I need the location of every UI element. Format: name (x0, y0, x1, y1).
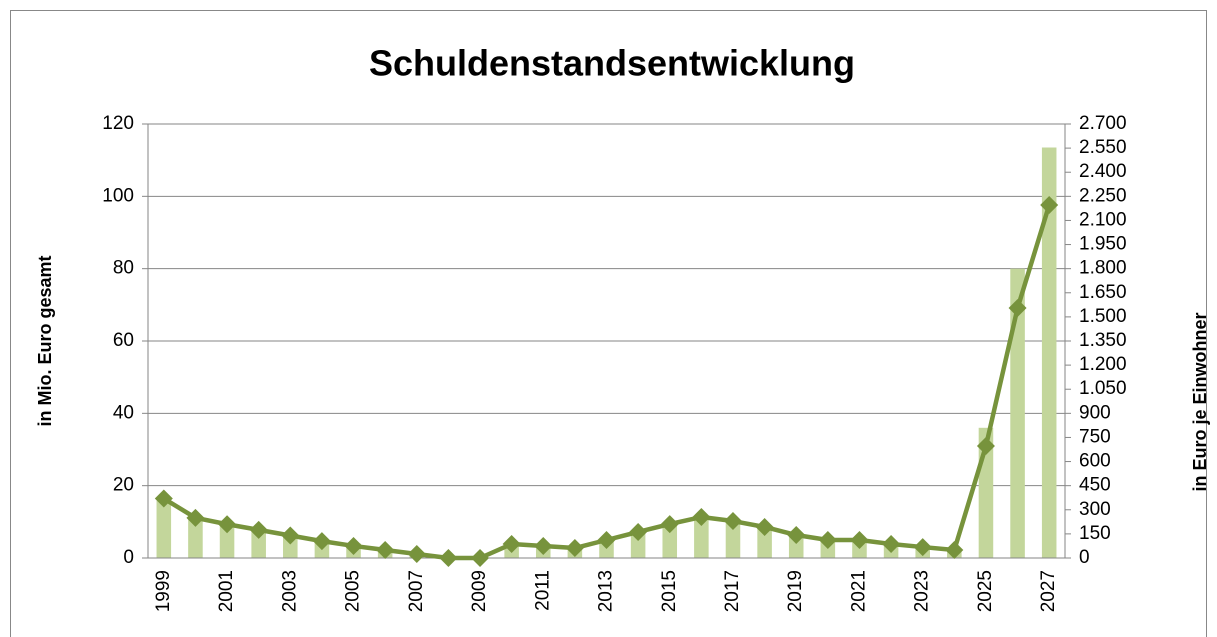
y-tick-label: 0 (123, 547, 134, 568)
line-marker (945, 540, 964, 559)
y2-tick-label: 0 (1079, 547, 1090, 568)
x-tick-label: 2019 (785, 570, 806, 612)
bar (694, 518, 709, 558)
y2-tick-label: 2.550 (1079, 137, 1127, 158)
line-marker (597, 530, 616, 549)
y-tick-label: 100 (102, 185, 134, 206)
bar (1041, 147, 1057, 558)
line-marker (471, 549, 490, 567)
line-marker (534, 536, 553, 555)
line-marker (976, 436, 995, 455)
y-axis-title: in Mio. Euro gesamt (35, 255, 55, 426)
line-marker (1008, 299, 1027, 318)
y2-tick-label: 1.500 (1079, 306, 1127, 327)
bar (156, 500, 172, 558)
y-tick-label: 40 (113, 402, 134, 423)
line-marker (850, 530, 869, 549)
x-tick-label: 2015 (659, 570, 680, 612)
bar (188, 518, 203, 558)
y2-axis-title: in Euro je Einwohner (1190, 312, 1210, 491)
y-tick-label: 20 (113, 475, 134, 496)
y2-tick-label: 900 (1079, 402, 1111, 423)
y2-tick-label: 1.650 (1079, 282, 1127, 303)
line-marker (1040, 196, 1059, 215)
y2-tick-label: 750 (1079, 426, 1111, 447)
y-tick-label: 80 (113, 258, 134, 279)
y2-tick-label: 2.100 (1079, 209, 1127, 230)
chart-border (10, 10, 1207, 637)
line-marker (154, 489, 173, 508)
y2-tick-label: 1.050 (1079, 378, 1127, 399)
line-marker (660, 515, 679, 534)
bar (251, 529, 266, 558)
line-marker (249, 520, 268, 539)
bar (630, 532, 646, 558)
line-marker (818, 530, 837, 549)
x-tick-label: 1999 (153, 570, 174, 612)
bar (219, 523, 235, 558)
bar (757, 527, 772, 558)
y2-tick-label: 450 (1079, 475, 1111, 496)
x-tick-label: 2013 (596, 570, 617, 612)
line-marker (186, 508, 205, 527)
bar (725, 521, 741, 558)
chart-title: Schuldenstandsentwicklung (369, 43, 855, 84)
x-tick-label: 2001 (216, 570, 237, 612)
line-marker (344, 536, 363, 555)
y2-tick-label: 300 (1079, 499, 1111, 520)
line-marker (723, 512, 742, 531)
line-marker (218, 515, 237, 534)
x-tick-label: 2027 (1038, 570, 1059, 612)
line-marker (913, 538, 932, 557)
y2-tick-label: 2.250 (1079, 185, 1127, 206)
x-tick-label: 2007 (406, 570, 427, 612)
x-tick-label: 2005 (343, 570, 364, 612)
x-tick-label: 2023 (912, 570, 933, 612)
line-marker (407, 544, 426, 563)
y2-tick-label: 1.950 (1079, 234, 1127, 255)
line-marker (281, 526, 300, 545)
x-tick-label: 2009 (469, 570, 490, 612)
y2-tick-label: 2.700 (1079, 113, 1127, 134)
y2-tick-label: 150 (1079, 523, 1111, 544)
line-marker (755, 517, 774, 536)
bar (1010, 268, 1025, 558)
x-tick-label: 2003 (279, 570, 300, 612)
line-marker (882, 535, 901, 554)
x-tick-label: 2011 (532, 570, 553, 611)
y-tick-label: 120 (102, 113, 134, 134)
y2-tick-label: 1.200 (1079, 354, 1127, 375)
y2-tick-label: 1.350 (1079, 330, 1127, 351)
line-marker (565, 539, 584, 558)
line-marker (502, 535, 521, 554)
y2-tick-label: 2.400 (1079, 161, 1127, 182)
line-marker (629, 522, 648, 541)
y-tick-label: 60 (113, 330, 134, 351)
line-marker (376, 540, 395, 559)
y2-tick-label: 1.800 (1079, 258, 1127, 279)
x-tick-label: 2021 (848, 570, 869, 612)
line-marker (312, 532, 331, 551)
x-tick-label: 2025 (975, 570, 996, 612)
line-marker (692, 508, 711, 527)
y2-tick-label: 600 (1079, 451, 1111, 472)
line-marker (439, 549, 458, 567)
bar (662, 525, 678, 558)
x-tick-label: 2017 (722, 570, 743, 612)
line-marker (787, 526, 806, 545)
